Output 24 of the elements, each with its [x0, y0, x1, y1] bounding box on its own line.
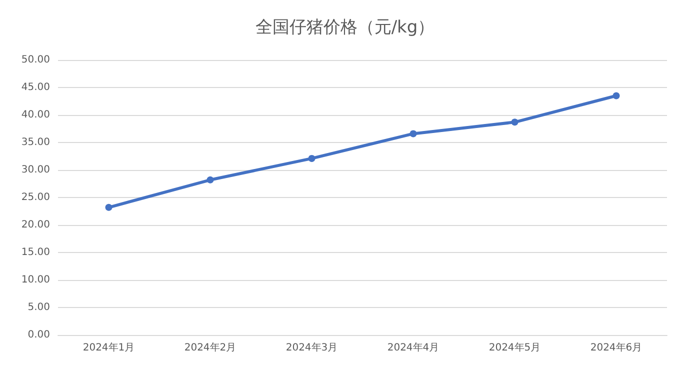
y-tick-label: 50.00: [21, 54, 50, 66]
x-tick-label: 2024年3月: [286, 342, 338, 354]
point: [410, 130, 417, 138]
point: [511, 118, 518, 126]
x-tick-label: 2024年4月: [387, 342, 440, 354]
y-tick-label: 30.00: [21, 164, 50, 176]
x-tick-label: 2024年5月: [488, 342, 541, 354]
y-tick-label: 5.00: [28, 302, 50, 313]
point: [206, 176, 214, 184]
point: [308, 154, 316, 162]
chart-title: 全国仔猪价格（元/kg）: [255, 18, 435, 38]
y-tick-label: 35.00: [21, 137, 50, 148]
y-tick-label: 20.00: [21, 220, 50, 230]
y-tick-label: 15.00: [21, 247, 50, 258]
y-tick-label: 45.00: [21, 82, 50, 93]
point: [105, 204, 112, 211]
x-tick-label: 2024年1月: [82, 342, 135, 354]
y-tick-label: 40.00: [21, 110, 50, 120]
y-tick-label: 25.00: [21, 192, 50, 203]
y-tick-label: 10.00: [21, 274, 50, 286]
point: [612, 92, 620, 100]
y-tick-label: 0.00: [28, 330, 50, 340]
x-tick-label: 2024年6月: [590, 342, 642, 354]
x-tick-label: 2024年2月: [184, 342, 236, 354]
